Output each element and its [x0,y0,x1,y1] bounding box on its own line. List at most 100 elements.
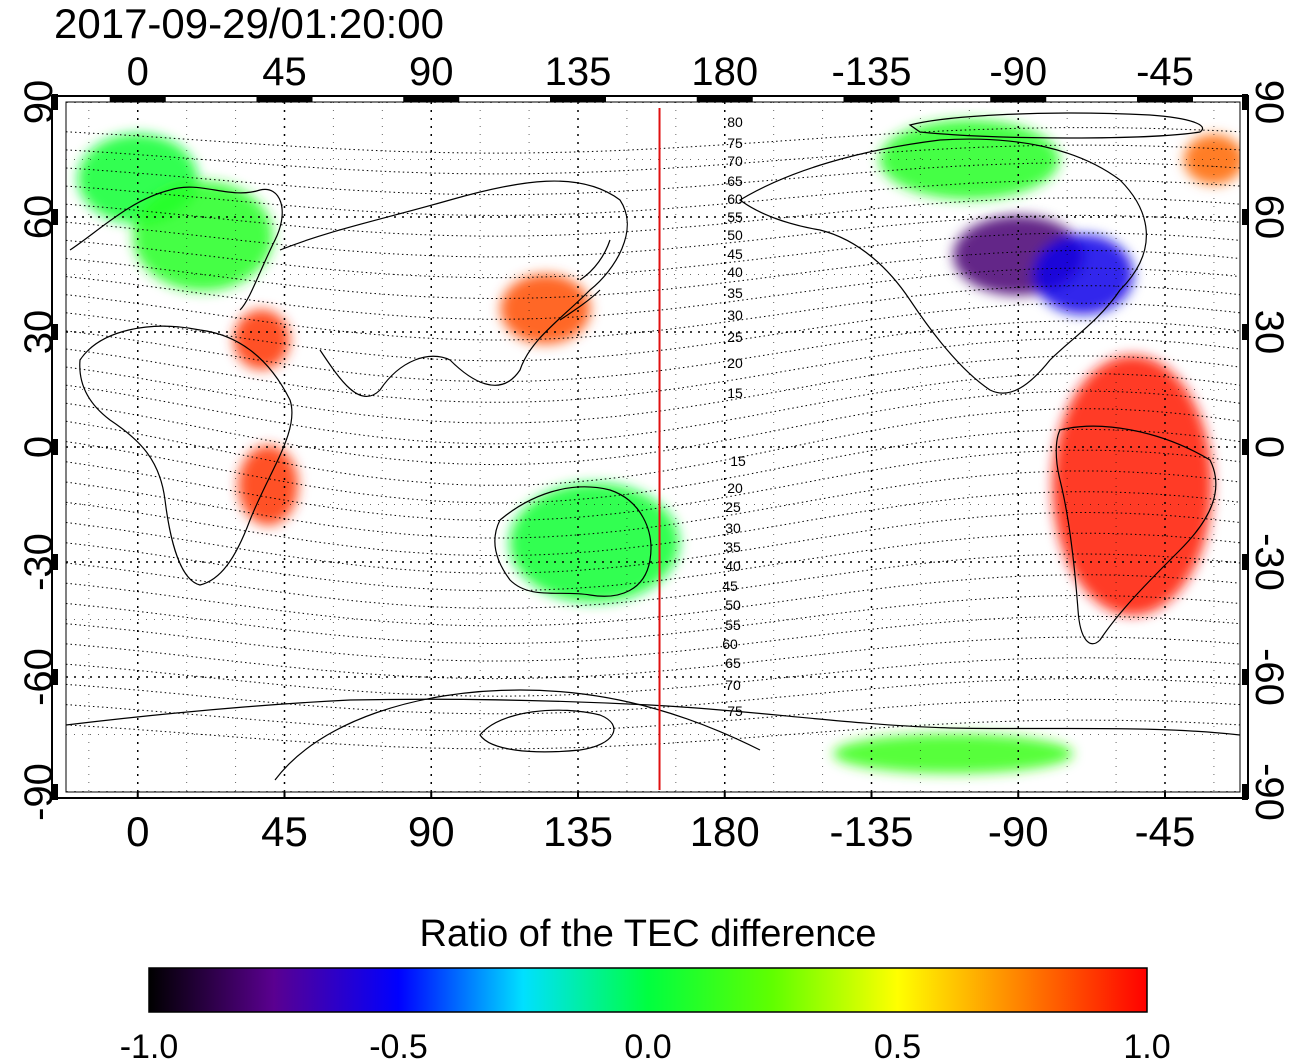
colorbar-tick-label: 0.0 [624,1028,671,1064]
magnetic-contour [66,532,1240,592]
magnetic-contour [66,408,1240,486]
magnetic-contour [66,511,1240,574]
top-longitude-axis: 0 45 90 135 180 -135 -90 -45 [109,50,1194,104]
map-frame [51,95,1249,799]
top-lon-tick-label: 180 [691,50,758,94]
magnetic-contour [66,337,1240,403]
mag-lat-label-south: 70 [725,677,741,693]
right-lat-tick-label: -60 [1247,648,1291,706]
magnetic-contour [66,428,1240,504]
bottom-lon-tick-label: -45 [1135,808,1196,855]
magnetic-contour [66,355,1240,424]
right-lat-tick-label: -30 [1247,533,1291,591]
bottom-longitude-axis: 0 45 90 135 180 -135 -90 -45 [126,790,1195,855]
top-lon-tick-label: 90 [409,50,454,94]
magnetic-latitude-contours [66,127,1240,750]
tec-data-layer [77,119,1240,774]
top-lon-tick-label: 0 [127,50,149,94]
right-lat-tick-label: -90 [1247,763,1291,821]
left-lat-tick-label: 0 [17,436,61,458]
magnetic-contour [66,491,1240,557]
colorbar-tick-label: 1.0 [1123,1028,1170,1064]
colorbar-ticks: -1.0 -0.5 0.0 0.5 1.0 [120,1028,1171,1064]
colorbar-tick-label: -0.5 [369,1028,428,1064]
mag-lat-label-south: 25 [725,499,741,515]
mag-lat-label-south: 40 [725,558,741,574]
magnetic-contour [66,320,1240,383]
coast-greenland [908,112,1203,139]
mag-lat-label-north: 75 [727,135,743,151]
mag-lat-label-south: 60 [722,636,738,652]
coast-asia [279,180,628,397]
bottom-lon-tick-label: 45 [261,808,308,855]
tec-region-1 [132,181,273,292]
magnetic-contour [66,232,1240,279]
magnetic-contour [66,214,1240,258]
top-lon-tick-label: -90 [989,50,1047,94]
mag-lat-label-north: 55 [727,209,743,225]
coast-africa [79,325,293,586]
bottom-lon-tick-label: -90 [988,808,1049,855]
tec-region-4 [509,482,680,603]
magnetic-contour [66,615,1240,662]
bottom-lon-tick-label: -135 [829,808,913,855]
tec-region-11 [1183,134,1240,185]
coast-south-america [1055,425,1217,645]
mag-lat-label-north: 30 [727,307,743,323]
magnetic-contour [66,553,1240,609]
bottom-lon-tick-label: 180 [690,808,760,855]
lat-lon-grid [66,102,1240,792]
coast-north-america [738,138,1147,394]
coast-antarctica [66,698,1240,736]
top-lon-tick-label: 135 [545,50,612,94]
mag-lat-label-south: 35 [725,539,741,555]
right-lat-tick-label: 60 [1247,195,1291,240]
colorbar-tick-label: 0.5 [874,1028,921,1064]
right-lat-tick-label: 90 [1247,80,1291,125]
mag-lat-label-south: 65 [725,655,741,671]
magnetic-latitude-labels: 80 75 70 65 60 55 50 45 40 35 30 25 20 15 15 20 25 30 35 40… [722,114,746,719]
magnetic-contour [66,470,1240,539]
tec-region-3 [500,274,591,344]
timestamp-title: 2017-09-29/01:20:00 [54,0,444,47]
mag-lat-label-north: 70 [727,153,743,169]
coast-south-pole-contours [274,689,761,781]
magnetic-contour [66,574,1240,627]
tec-region-6 [1033,234,1134,315]
magnetic-contour [66,449,1240,522]
magnetic-contour [66,285,1240,341]
mag-lat-label-north: 45 [727,246,743,262]
tec-region-2 [233,309,290,370]
coastlines [66,112,1240,781]
colorbar-gradient [148,967,1148,1013]
mag-lat-label-south: 20 [727,480,743,496]
right-lat-tick-label: 0 [1247,436,1291,458]
mag-lat-label-south: 75 [727,703,743,719]
mag-lat-label-south: 45 [722,578,738,594]
coast-europe [69,186,283,311]
magnetic-contour [66,302,1240,362]
mag-lat-label-north: 15 [727,385,743,401]
tec-region-7 [1052,355,1213,616]
mag-lat-label-north: 60 [727,191,743,207]
colorbar-tick-label: -1.0 [120,1028,179,1064]
mag-lat-label-north: 40 [727,264,743,280]
magnetic-contour [66,267,1240,320]
top-lon-tick-label: 45 [262,50,307,94]
tec-region-9 [833,733,1074,774]
magnetic-contour [66,390,1240,466]
right-latitude-axis: 90 60 30 0 -30 -60 -90 [1242,80,1291,821]
magnetic-contour [66,636,1240,680]
mag-lat-label-south: 55 [725,617,741,633]
bottom-lon-tick-label: 135 [543,808,613,855]
magnetic-contour [66,372,1240,445]
top-lon-tick-label: -135 [831,50,911,94]
mag-lat-label-north: 25 [727,329,743,345]
mag-lat-label-north: 80 [727,114,743,130]
magnetic-contour [66,197,1240,237]
tec-region-10 [238,445,299,526]
bottom-lon-tick-label: 90 [408,808,455,855]
mag-lat-label-south: 30 [725,520,741,536]
